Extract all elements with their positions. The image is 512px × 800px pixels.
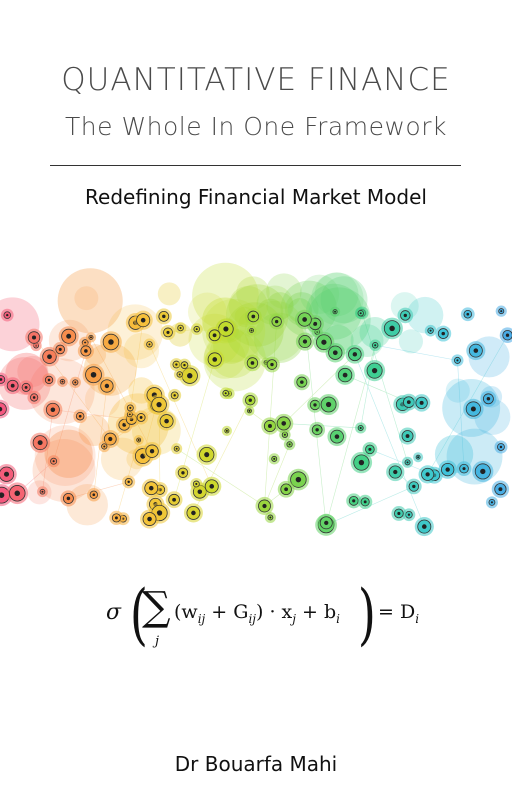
formula-left-paren: ( bbox=[129, 576, 148, 653]
formula-result: = Di bbox=[378, 601, 419, 626]
formula-g: + G bbox=[205, 601, 249, 623]
formula-x-sub: j bbox=[292, 611, 296, 626]
formula-sum-index: j bbox=[155, 634, 160, 649]
formula-b: + b bbox=[295, 601, 337, 623]
formula-w-sub: ij bbox=[197, 611, 206, 626]
book-subtitle: Redefining Financial Market Model bbox=[85, 185, 427, 209]
formula-d-sub: i bbox=[415, 611, 420, 626]
formula-right-paren: ) bbox=[357, 576, 376, 653]
author-name: Dr Bouarfa Mahi bbox=[174, 752, 338, 776]
formula-body: (wij + Gij) · xj + bi bbox=[174, 601, 340, 626]
neural-formula: σ ( ∑ j (wij + Gij) · xj + bi ) = Di bbox=[0, 570, 512, 660]
formula-g-sub: ij bbox=[248, 611, 256, 626]
formula-sum: ∑ bbox=[142, 584, 171, 630]
divider bbox=[50, 165, 461, 166]
formula-sigma: σ bbox=[106, 600, 122, 625]
formula-equals: = D bbox=[378, 601, 416, 623]
book-title: QUANTITATIVE FINANCE bbox=[61, 62, 451, 98]
colorful-network-icon bbox=[0, 262, 512, 537]
formula-x: ) · x bbox=[256, 601, 293, 623]
formula-w: (w bbox=[174, 601, 198, 623]
book-title-line2: The Whole In One Framework bbox=[65, 112, 447, 141]
formula-b-sub: i bbox=[336, 611, 340, 626]
